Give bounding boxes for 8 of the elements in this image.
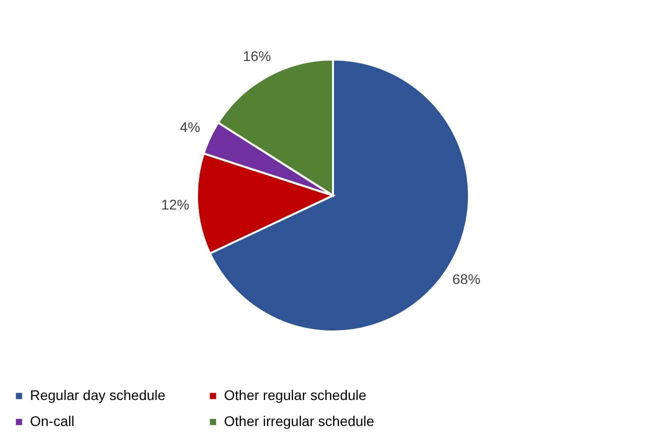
data-label: 16% [242,48,271,64]
data-label: 4% [180,119,200,136]
legend-label: Other irregular schedule [224,413,374,429]
data-label: 68% [452,271,480,288]
legend-label: Regular day schedule [30,387,166,403]
legend-label: On-call [30,413,74,429]
legend-label: Other regular schedule [224,387,367,403]
data-label: 12% [161,196,190,212]
